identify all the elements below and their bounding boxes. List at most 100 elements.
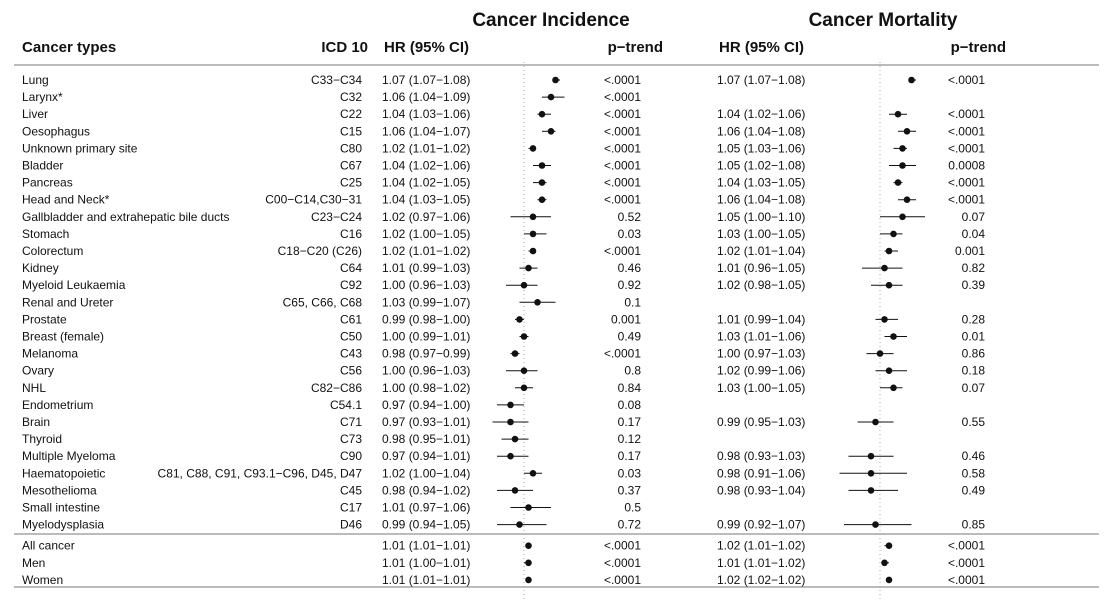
mortality-p-value: <.0001 [948,176,985,190]
mortality-p-value: <.0001 [948,141,985,155]
incidence-p-value: 0.03 [618,466,642,480]
incidence-p-value: 0.92 [618,278,642,292]
row-icd: C81, C88, C91, C93.1−C96, D45, D47 [158,466,363,480]
incidence-hr-text: 1.06 (1.04−1.09) [382,90,470,104]
incidence-hr-text: 1.04 (1.02−1.06) [382,159,470,173]
incidence-hr-point [538,110,546,118]
mortality-p-value: <.0001 [948,556,985,570]
mortality-p-value: 0.55 [962,415,986,429]
incidence-hr-text: 0.97 (0.93−1.01) [382,415,470,429]
row-label: Oesophagus [22,124,90,138]
incidence-p-value: 0.49 [618,330,642,344]
mortality-hr-point [890,230,897,238]
incidence-p-value: <.0001 [604,73,641,87]
mortality-hr-text: 1.01 (0.96−1.05) [717,261,805,275]
mortality-hr-text: 1.03 (1.00−1.05) [717,227,805,241]
row-icd: C61 [340,312,362,326]
mortality-hr-point [908,76,915,84]
mortality-hr-text: 1.07 (1.07−1.08) [717,73,805,87]
row-icd: D46 [340,518,362,532]
mortality-hr-point [903,128,911,135]
incidence-hr-text: 1.00 (0.96−1.03) [382,278,470,292]
mortality-hr-point [876,350,884,357]
incidence-hr-point [534,299,541,306]
row-icd: C80 [340,141,362,155]
cancer-types-header: Cancer types [22,39,116,56]
row-label: Melanoma [22,347,78,361]
mortality-hr-point [885,576,893,584]
row-label: Renal and Ureter [22,295,113,309]
incidence-hr-text: 1.01 (1.00−1.01) [382,556,470,570]
incidence-hr-text: 1.02 (1.00−1.05) [382,227,470,241]
mortality-p-value: 0.07 [962,381,986,395]
incidence-hr-point [525,559,532,567]
incidence-p-value: <.0001 [604,141,641,155]
row-icd: C33−C34 [311,73,362,87]
mortality-p-value: 0.04 [962,227,986,241]
incidence-p-value: 0.1 [624,295,641,309]
mortality-p-value: 0.01 [962,330,986,344]
incidence-hr-text: 1.01 (0.97−1.06) [382,501,470,515]
incidence-p-value: 0.46 [618,261,642,275]
row-label: Gallbladder and extrahepatic bile ducts [22,210,229,224]
incidence-hr-point [538,196,546,203]
mortality-hr-point [881,264,888,272]
row-label: Pancreas [22,176,73,190]
row-label: Lung [22,73,49,87]
row-icd: C00−C14,C30−31 [265,193,362,207]
incidence-hr-point [538,179,546,186]
mortality-hr-point [899,145,906,152]
row-label: Head and Neck* [22,193,110,207]
mortality-hr-text: 1.05 (1.02−1.08) [717,159,805,173]
incidence-hr-text: 0.98 (0.97−0.99) [382,347,470,361]
incidence-p-value: <.0001 [604,556,641,570]
row-icd: C90 [340,449,362,463]
mortality-hr-text: 0.98 (0.91−1.06) [717,466,805,480]
mortality-hr-text: 1.06 (1.04−1.08) [717,124,805,138]
incidence-hr-point [525,576,532,584]
incidence-p-value: 0.52 [618,210,642,224]
incidence-hr-point [507,401,514,409]
mortality-p-value: 0.28 [962,312,986,326]
incidence-hr-point [520,367,528,375]
row-label: Unknown primary site [22,141,138,155]
incidence-hr-point [529,470,537,477]
incidence-hr-point [516,521,523,528]
mortality-p-value: <.0001 [948,107,985,121]
mortality-hr-text: 0.98 (0.93−1.03) [717,449,805,463]
mortality-hr-point [899,213,906,221]
incidence-hr-point [529,145,537,152]
incidence-hr-text: 1.01 (0.99−1.03) [382,261,470,275]
incidence-hr-point [516,316,523,323]
incidence-hr-text: 1.01 (1.01−1.01) [382,573,470,587]
row-label: Brain [22,415,50,429]
row-icd: C82−C86 [311,381,362,395]
incidence-hr-text: 0.97 (0.94−1.00) [382,398,470,412]
mortality-p-value: <.0001 [948,73,985,87]
mortality-hr-point [867,487,875,494]
mortality-p-value: 0.39 [962,278,986,292]
mortality-hr-text: 1.02 (1.02−1.02) [717,573,805,587]
mortality-hr-text: 1.02 (0.99−1.06) [717,364,805,378]
row-label: Colorectum [22,244,83,258]
incidence-p-value: <.0001 [604,124,641,138]
incidence-hr-text: 1.02 (1.00−1.04) [382,466,470,480]
mortality-hr-text: 1.01 (0.99−1.04) [717,312,805,326]
incidence-hr-text: 1.04 (1.03−1.06) [382,107,470,121]
mortality-hr-point [872,418,879,426]
row-icd: C71 [340,415,362,429]
mortality-hr-text: 1.03 (1.01−1.06) [717,330,805,344]
incidence-hr-point [520,281,528,289]
row-icd: C16 [340,227,362,241]
incidence-hr-text: 1.01 (1.01−1.01) [382,539,470,553]
row-label: Larynx* [22,90,63,104]
row-label: Prostate [22,312,67,326]
incidence-hr-text: 1.06 (1.04−1.07) [382,124,470,138]
incidence-p-value: <.0001 [604,244,641,258]
mortality-hr-text: 1.06 (1.04−1.08) [717,193,805,207]
mortality-hr-text: 1.02 (0.98−1.05) [717,278,805,292]
mortality-hr-header: HR (95% CI) [719,39,804,56]
incidence-p-header: p−trend [608,39,663,56]
mortality-p-value: <.0001 [948,573,985,587]
row-icd: C50 [340,330,362,344]
